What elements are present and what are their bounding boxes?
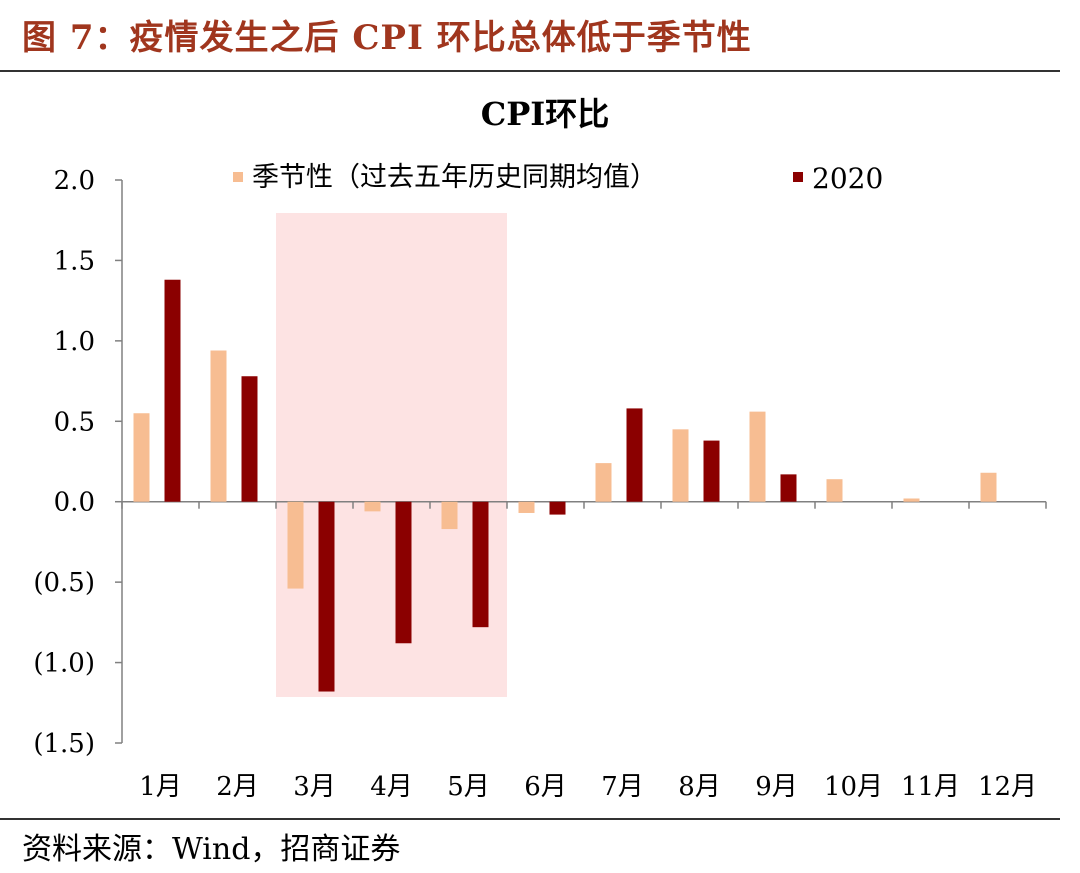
bar-2020-7 — [626, 408, 643, 502]
x-tick-label: 2月 — [216, 772, 259, 802]
bottom-rule — [0, 818, 1060, 820]
bar-seasonal-8 — [672, 429, 689, 502]
legend-swatch-2020 — [793, 172, 803, 182]
axes — [115, 179, 1047, 744]
x-tick-label: 10月 — [824, 772, 883, 802]
legend-swatch-seasonal — [233, 172, 243, 182]
x-tick-label: 7月 — [601, 772, 644, 802]
x-tick-label: 4月 — [370, 772, 413, 802]
bar-2020-5 — [472, 501, 489, 628]
y-tick-label: (0.5) — [33, 568, 95, 598]
tick-labels: 2.0 1.5 1.0 0.5 0.0 (0.5) (1.0) (1.5) 1月 2月 3月 4月 5月… — [33, 166, 1037, 802]
bar-seasonal-4 — [364, 501, 381, 512]
x-tick-label: 8月 — [678, 772, 721, 802]
bar-seasonal-2 — [210, 350, 227, 502]
bar-2020-2 — [241, 376, 258, 502]
bar-2020-8 — [703, 440, 720, 502]
y-tick-label: 0.0 — [54, 488, 95, 518]
bar-seasonal-11 — [903, 498, 920, 502]
x-tick-label: 9月 — [755, 772, 798, 802]
bars — [133, 279, 997, 692]
bar-2020-3 — [318, 501, 335, 692]
y-tick-label: 0.5 — [54, 407, 95, 437]
legend: 季节性（过去五年历史同期均值） 2020 — [233, 162, 883, 195]
bar-2020-6 — [549, 501, 566, 515]
top-rule — [0, 70, 1060, 72]
chart-title: CPI环比 — [481, 95, 610, 133]
bar-seasonal-10 — [826, 479, 843, 502]
x-tick-label: 5月 — [447, 772, 490, 802]
legend-label-seasonal: 季节性（过去五年历史同期均值） — [252, 162, 657, 193]
source-note: 资料来源：Wind，招商证券 — [22, 832, 401, 867]
cpi-chart: CPI环比 季节性（过去五年历史同期均值） 2020 2.0 1.5 1.0 0.5 0… — [33, 95, 1047, 802]
x-tick-label: 3月 — [293, 772, 336, 802]
legend-label-2020: 2020 — [812, 162, 883, 195]
bar-seasonal-6 — [518, 501, 535, 513]
y-tick-label: 1.5 — [54, 246, 95, 276]
x-tick-label: 1月 — [139, 772, 182, 802]
y-tick-label: (1.5) — [33, 729, 95, 759]
y-tick-label: 2.0 — [54, 166, 95, 196]
x-tick-label: 6月 — [524, 772, 567, 802]
bar-seasonal-7 — [595, 463, 612, 502]
y-tick-label: (1.0) — [33, 649, 95, 679]
bar-2020-9 — [780, 474, 797, 502]
x-tick-label: 12月 — [978, 772, 1037, 802]
x-tick-label: 11月 — [901, 772, 960, 802]
bar-2020-1 — [164, 279, 181, 502]
bar-seasonal-12 — [980, 472, 997, 502]
bar-seasonal-5 — [441, 501, 458, 530]
bar-seasonal-3 — [287, 501, 304, 589]
bar-seasonal-1 — [133, 413, 150, 502]
figure-title: 图 7：疫情发生之后 CPI 环比总体低于季节性 — [22, 18, 752, 58]
bar-seasonal-9 — [749, 411, 766, 502]
highlight-band — [276, 213, 507, 697]
y-tick-label: 1.0 — [54, 327, 95, 357]
bar-2020-4 — [395, 501, 412, 644]
